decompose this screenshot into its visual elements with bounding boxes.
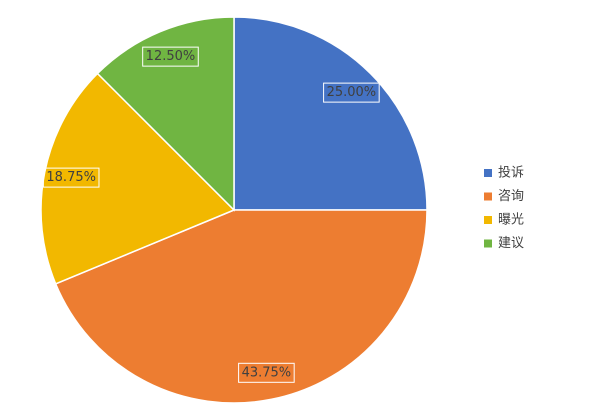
data-label: 25.00% [327,85,377,100]
data-label-box [323,82,380,103]
legend-swatch [484,239,492,248]
pie-slice [96,16,235,212]
legend-swatch [484,169,492,177]
legend-label: 曝光 [498,213,524,228]
pie-slice [54,209,428,404]
data-label-box [238,362,295,383]
data-label-box [42,167,100,188]
legend-label: 投诉 [498,165,524,181]
data-label-box [142,46,199,67]
data-label: 18.75% [46,170,96,185]
data-label: 12.50% [146,49,196,64]
pie-slice [40,72,236,285]
legend-label: 建议 [498,236,524,251]
pie-slice [233,16,428,211]
legend-swatch [484,216,492,224]
legend-label: 咨询 [498,189,524,204]
data-label: 43.75% [242,365,292,380]
legend-swatch [484,192,492,201]
